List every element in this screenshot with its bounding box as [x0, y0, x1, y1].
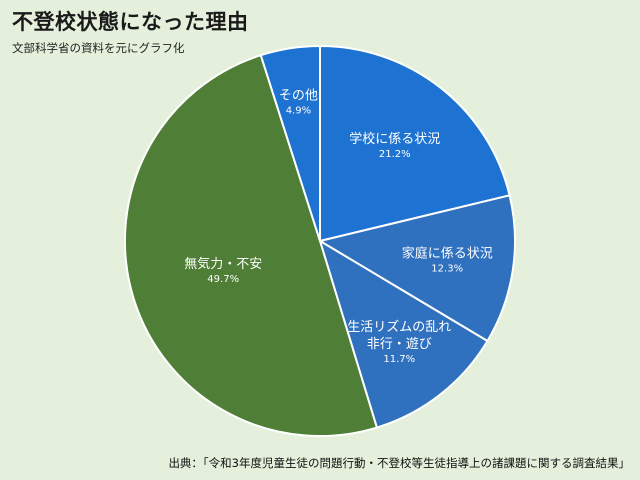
slice-label-1-0: 家庭に係る状況 — [402, 245, 493, 261]
slice-label-4-0: その他 — [279, 88, 318, 103]
slice-value-2: 11.7% — [383, 354, 415, 365]
chart-subtitle: 文部科学省の資料を元にグラフ化 — [12, 41, 185, 55]
source-note: 出典：「令和3年度児童生徒の問題行動・不登校等生徒指導上の諸課題に関する調査結果… — [168, 456, 630, 470]
slice-value-0: 21.2% — [379, 149, 411, 160]
slice-value-3: 49.7% — [207, 274, 239, 285]
slice-value-1: 12.3% — [431, 263, 463, 274]
pie-slice-1 — [317, 194, 516, 343]
pie-slice-2 — [318, 238, 489, 429]
slice-value-4: 4.9% — [286, 105, 311, 116]
slice-label-2-1: 非行・遊び — [367, 337, 432, 352]
slice-label-3-0: 無気力・不安 — [184, 256, 262, 272]
chart-title: 不登校状態になった理由 — [12, 10, 249, 34]
pie-slice-3 — [124, 53, 379, 438]
pie-slice-0 — [319, 44, 511, 243]
pie-slice-4 — [259, 44, 321, 242]
slice-label-2-0: 生活リズムの乱れ — [347, 319, 451, 335]
slice-label-0-0: 学校に係る状況 — [349, 131, 440, 147]
